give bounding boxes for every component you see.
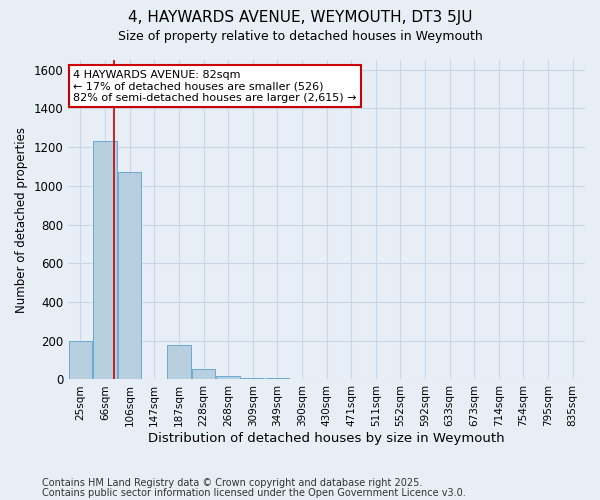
Y-axis label: Number of detached properties: Number of detached properties [15, 126, 28, 312]
X-axis label: Distribution of detached houses by size in Weymouth: Distribution of detached houses by size … [148, 432, 505, 445]
Text: Contains public sector information licensed under the Open Government Licence v3: Contains public sector information licen… [42, 488, 466, 498]
Bar [167, 344, 191, 380]
Bar [241, 378, 265, 380]
Bar [192, 369, 215, 380]
Text: 4 HAYWARDS AVENUE: 82sqm
← 17% of detached houses are smaller (526)
82% of semi-: 4 HAYWARDS AVENUE: 82sqm ← 17% of detach… [73, 70, 357, 103]
Text: Contains HM Land Registry data © Crown copyright and database right 2025.: Contains HM Land Registry data © Crown c… [42, 478, 422, 488]
Bar [94, 142, 117, 380]
Bar [217, 376, 240, 380]
Bar [266, 378, 289, 380]
Bar [118, 172, 142, 380]
Bar [69, 340, 92, 380]
Text: 4, HAYWARDS AVENUE, WEYMOUTH, DT3 5JU: 4, HAYWARDS AVENUE, WEYMOUTH, DT3 5JU [128, 10, 472, 25]
Text: Size of property relative to detached houses in Weymouth: Size of property relative to detached ho… [118, 30, 482, 43]
